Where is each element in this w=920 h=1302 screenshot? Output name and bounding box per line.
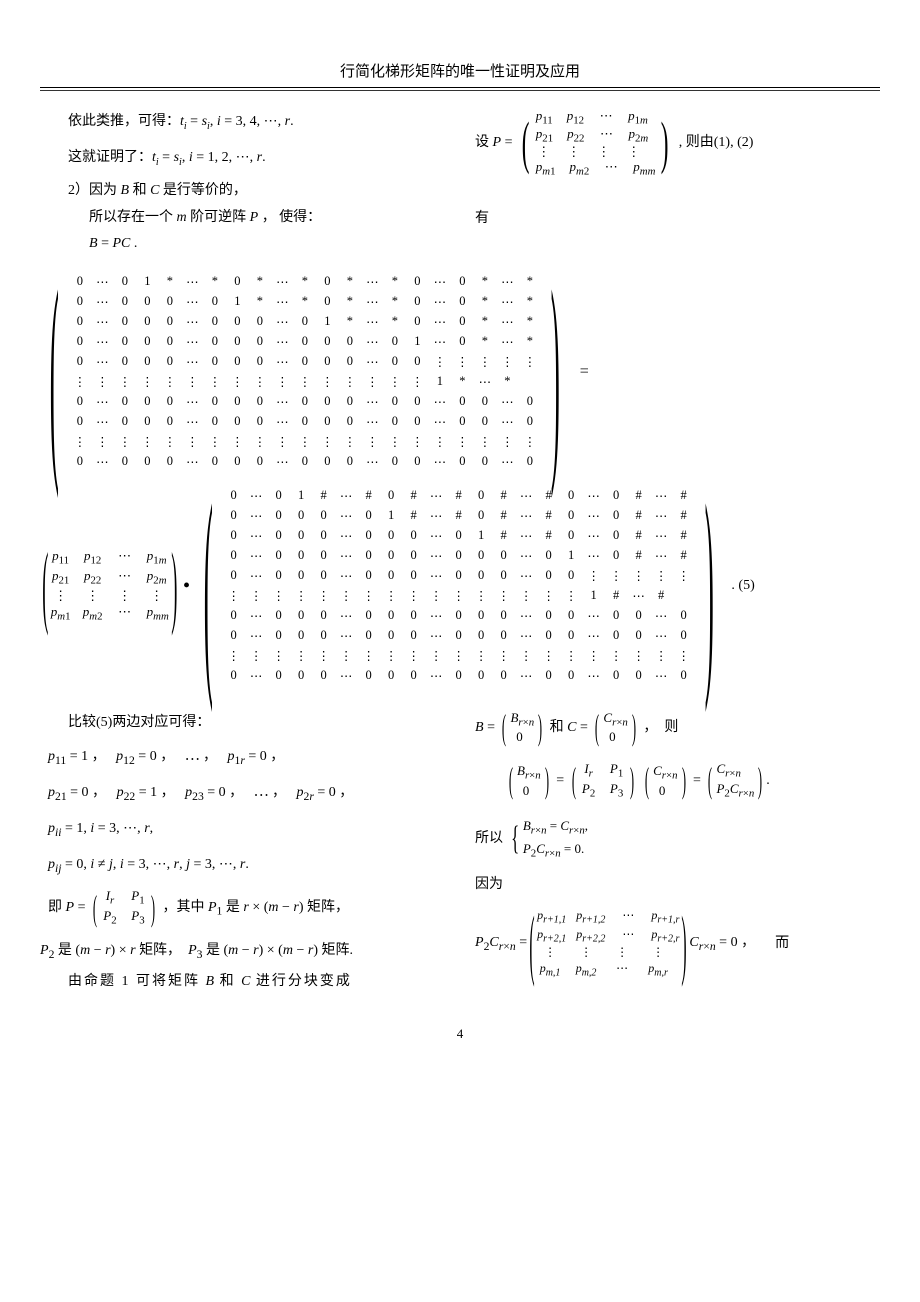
label: 所以 (475, 831, 503, 846)
eq-line: P2Cr×n = ( pr+1,1pr+1,2⋯pr+1,r pr+2,1pr+… (475, 908, 880, 979)
text-line: B = PC . (40, 231, 445, 258)
bottom-left-col: 比较(5)两边对应可得： p11 = 1 ， p12 = 0 ， ⋯ ， p1r… (40, 710, 445, 996)
page: 行简化梯形矩阵的唯一性证明及应用 依此类推，可得：ti = si, i = 3,… (0, 0, 920, 1082)
matrix-C-body: 0⋯01#⋯#0#⋯#0#⋯#0⋯0#⋯#0⋯000⋯01#⋯#0#⋯#0⋯0#… (222, 486, 695, 686)
eq-line: (Br×n0) = (IrP1P2P3) (Cr×n0) = (Cr×nP2Cr… (505, 761, 880, 800)
header-rule (40, 87, 880, 88)
matrix-P-block: ( IrP1 P2P3 ) (89, 888, 159, 927)
top-left-col: 依此类推，可得：ti = si, i = 3, 4, ⋯, r. 这就证明了：t… (40, 109, 445, 258)
eq-line: pii = 1, i = 3, ⋯, r, (48, 816, 445, 844)
dot-operator: • (183, 575, 189, 596)
matrix: (Cr×nP2Cr×n) (704, 761, 766, 800)
system: { Br×n = Cr×n, P2Cr×n = 0. (507, 816, 589, 862)
text-line: 这就证明了：ti = si, i = 1, 2, ⋯, r. (40, 145, 445, 172)
matrix-P: ( p11p12⋯p1m p21p22⋯p2m ⋮⋮⋮⋮ pm1pm2⋯pmm … (516, 109, 674, 178)
text-line: P2 是 (m − r) × r 矩阵， P3 是 (m − r) × (m −… (40, 938, 445, 966)
matrix-B-display: ( 0⋯01*⋯*0*⋯*0*⋯*0⋯0*⋯*0⋯000⋯01*⋯*0*⋯*0⋯… (40, 272, 880, 472)
text-line: 有 (475, 206, 880, 233)
text-line: 比较(5)两边对应可得： (40, 710, 445, 737)
text-line: 依此类推，可得：ti = si, i = 3, 4, ⋯, r. (40, 109, 445, 136)
text-line: 2）因为 B 和 C 是行等价的， (40, 178, 445, 205)
bottom-right-col: B = (Br×n0) 和 C = (Cr×n0) ， 则 (Br×n0) = … (475, 710, 880, 996)
eq-line: 即 P = ( IrP1 P2P3 ) ，其中 P1 是 r × (m − r)… (48, 888, 445, 927)
text-line: 因为 (475, 872, 880, 899)
bottom-columns: 比较(5)两边对应可得： p11 = 1 ， p12 = 0 ， ⋯ ， p1r… (40, 710, 880, 996)
text-line: 由命题 1 可将矩阵 B 和 C 进行分块变成 (40, 969, 445, 996)
matrix: (Br×n0) (498, 710, 546, 745)
equals: = (580, 363, 589, 381)
matrix-B-body: 0⋯01*⋯*0*⋯*0*⋯*0⋯0*⋯*0⋯000⋯01*⋯*0*⋯*0⋯0*… (69, 272, 542, 472)
p-dot-c-line: ( p11p12⋯p1m p21p22⋯p2m ⋮⋮⋮⋮ pm1pm2⋯pmm … (40, 486, 880, 686)
matrix: (Cr×n0) (641, 763, 689, 798)
eq-line: 所以 { Br×n = Cr×n, P2Cr×n = 0. (475, 816, 880, 862)
matrix: (Cr×n0) (591, 710, 639, 745)
top-right-col: 设 P = ( p11p12⋯p1m p21p22⋯p2m ⋮⋮⋮⋮ pm1pm… (475, 109, 880, 258)
p-definition: 设 P = ( p11p12⋯p1m p21p22⋯p2m ⋮⋮⋮⋮ pm1pm… (475, 109, 880, 178)
eq-line: p11 = 1 ， p12 = 0 ， ⋯ ， p1r = 0 ， (48, 744, 445, 772)
matrix-C-display: ( 0⋯01#⋯#0#⋯#0#⋯#0⋯0#⋯#0⋯000⋯01#⋯#0#⋯#0⋯… (194, 486, 724, 686)
label: 设 P = (475, 130, 512, 157)
text-line: 所以存在一个 m 阶可逆阵 P ， 使得： (40, 205, 445, 232)
label: , 则由(1), (2) (679, 130, 754, 157)
eq-line: pij = 0, i ≠ j, i = 3, ⋯, r, j = 3, ⋯, r… (48, 852, 445, 880)
matrix: (Br×n0) (505, 763, 553, 798)
matrix-p2c: ( pr+1,1pr+1,2⋯pr+1,r pr+2,1pr+2,2⋯pr+2,… (527, 908, 689, 979)
page-header: 行简化梯形矩阵的唯一性证明及应用 (40, 60, 880, 87)
eq-line: B = (Br×n0) 和 C = (Cr×n0) ， 则 (475, 710, 880, 745)
header-rule (40, 90, 880, 91)
eq-line: p21 = 0 ， p22 = 1 ， p23 = 0 ， ⋯ ， p2r = … (48, 780, 445, 808)
matrix: (IrP1P2P3) (568, 761, 638, 800)
top-columns: 依此类推，可得：ti = si, i = 3, 4, ⋯, r. 这就证明了：t… (40, 109, 880, 258)
page-number: 4 (40, 1026, 880, 1042)
equation-number: . (5) (731, 578, 754, 594)
matrix-P-small: ( p11p12⋯p1m p21p22⋯p2m ⋮⋮⋮⋮ pm1pm2⋯pmm … (40, 548, 179, 625)
